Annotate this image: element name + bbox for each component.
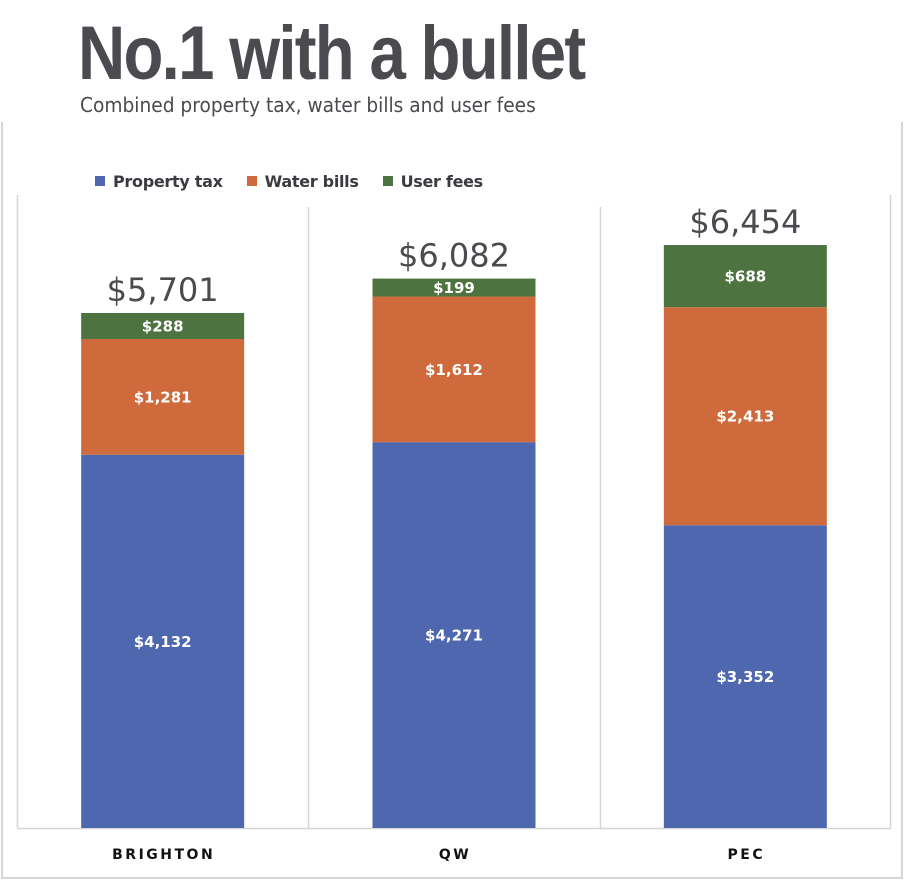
data-label-water-bills: $1,281 <box>134 388 192 406</box>
data-label-user-fees: $688 <box>724 268 766 286</box>
category-label: PEC <box>728 847 766 863</box>
bar-segment-user-fees <box>81 313 245 340</box>
bar-segment-water-bills <box>81 339 245 455</box>
bar-segment-user-fees <box>663 245 827 308</box>
data-label-user-fees: $288 <box>142 318 184 336</box>
legend: Property tax Water bills User fees <box>95 170 507 192</box>
chart-frame <box>1 122 903 879</box>
bar-segment-property-tax <box>372 442 536 828</box>
legend-item-user-fees: User fees <box>382 171 484 191</box>
bar-segment-water-bills <box>372 296 536 443</box>
total-label: $5,701 <box>107 271 219 309</box>
legend-swatch-user-fees <box>382 176 393 186</box>
data-label-water-bills: $1,612 <box>425 361 483 379</box>
data-label-property-tax: $3,352 <box>716 668 774 686</box>
legend-label: Water bills <box>264 171 359 191</box>
chart-subtitle: Combined property tax, water bills and u… <box>80 93 536 117</box>
data-label-property-tax: $4,132 <box>134 633 192 651</box>
bar-segment-water-bills <box>663 307 827 526</box>
legend-label: User fees <box>400 171 484 191</box>
category-label: BRIGHTON <box>112 847 215 863</box>
legend-swatch-property-tax <box>95 176 105 186</box>
chart-title: No.1 with a bullet <box>78 11 586 96</box>
category-label: QW <box>439 847 471 863</box>
total-label: $6,454 <box>689 203 801 241</box>
legend-label: Property tax <box>113 171 223 191</box>
data-label-user-fees: $199 <box>433 279 475 297</box>
bar-segment-user-fees <box>372 278 536 297</box>
data-label-water-bills: $2,413 <box>716 408 774 426</box>
legend-swatch-water-bills <box>246 176 257 186</box>
total-label: $6,082 <box>398 237 510 275</box>
bar-segment-property-tax <box>663 525 827 828</box>
legend-item-water-bills: Water bills <box>246 171 359 191</box>
legend-item-property-tax: Property tax <box>95 172 223 191</box>
bar-segment-property-tax <box>81 454 245 828</box>
data-label-property-tax: $4,271 <box>425 627 483 645</box>
